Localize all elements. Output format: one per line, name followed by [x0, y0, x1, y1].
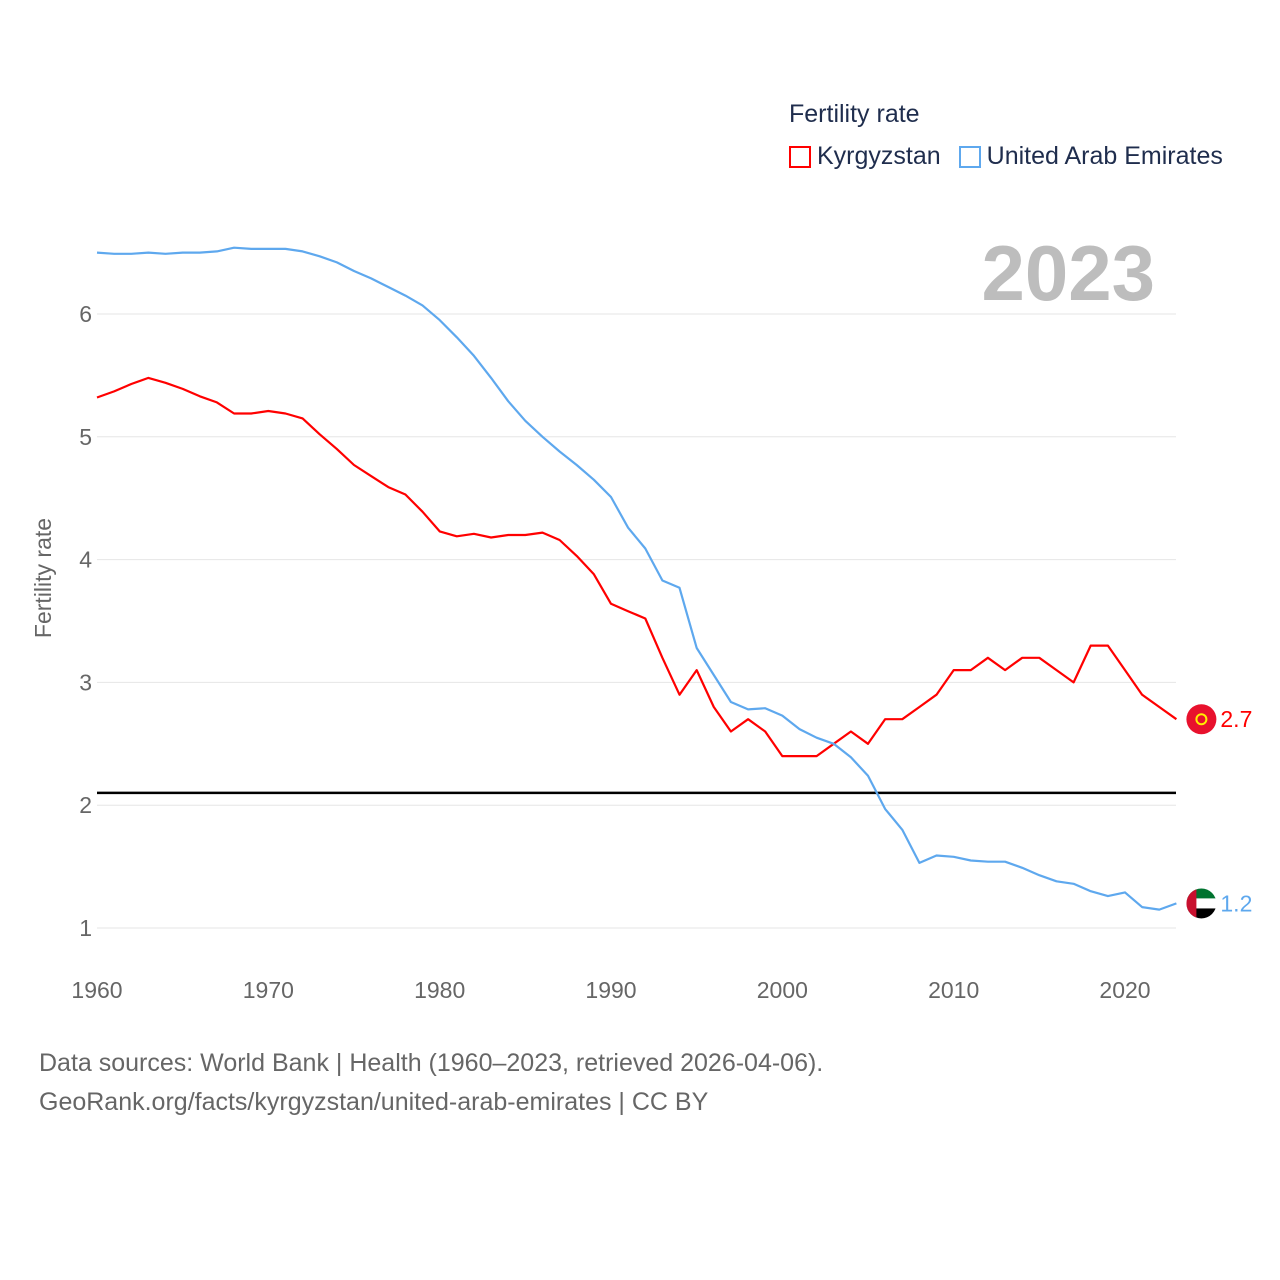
year-label: 2023 [981, 229, 1155, 317]
x-tick-label: 1970 [243, 977, 294, 1003]
legend-item-uae[interactable]: United Arab Emirates [958, 142, 1223, 171]
source-line-1: Data sources: World Bank | Health (1960–… [39, 1049, 824, 1077]
x-tick-label: 1960 [71, 977, 122, 1003]
y-tick-label: 6 [79, 301, 92, 327]
source-line-2[interactable]: GeoRank.org/facts/kyrgyzstan/united-arab… [39, 1088, 709, 1116]
legend-swatch [789, 145, 811, 168]
x-tick-label: 2010 [928, 977, 979, 1003]
y-tick-label: 3 [79, 669, 92, 695]
source-note: Data sources: World Bank | Health (1960–… [39, 1044, 823, 1122]
flag-green [1186, 888, 1217, 899]
flag-stripes [1186, 888, 1217, 919]
x-tick-label: 1990 [585, 977, 636, 1003]
flag-sun [1195, 713, 1208, 726]
legend: Kyrgyzstan United Arab Emirates [789, 142, 1223, 171]
end-value-label: 1.2 [1220, 890, 1252, 916]
x-tick-label: 2020 [1099, 977, 1150, 1003]
end-value-label: 2.7 [1220, 706, 1252, 732]
legend-label: Kyrgyzstan [817, 142, 941, 170]
series-line-0 [96, 376, 1178, 758]
legend-item-kyrgyzstan[interactable]: Kyrgyzstan [789, 142, 941, 171]
y-tick-label: 1 [79, 915, 92, 941]
y-tick-label: 2 [79, 792, 92, 818]
x-tick-label: 2000 [757, 977, 808, 1003]
flag-red [1186, 888, 1197, 919]
x-tick-label: 1980 [414, 977, 465, 1003]
y-tick-label: 5 [79, 424, 92, 450]
y-tick-label: 4 [79, 547, 92, 573]
flag-white [1186, 898, 1217, 909]
series-line-1 [96, 246, 1177, 911]
kyrgyzstan-flag-icon [1186, 704, 1217, 735]
flag-black [1186, 908, 1217, 919]
legend-title: Fertility rate [789, 100, 920, 128]
legend-label: United Arab Emirates [986, 142, 1223, 170]
legend-swatch [958, 145, 981, 168]
flag-background [1186, 704, 1217, 735]
uae-flag-icon [1186, 888, 1217, 919]
y-axis-label: Fertility rate [30, 518, 56, 638]
